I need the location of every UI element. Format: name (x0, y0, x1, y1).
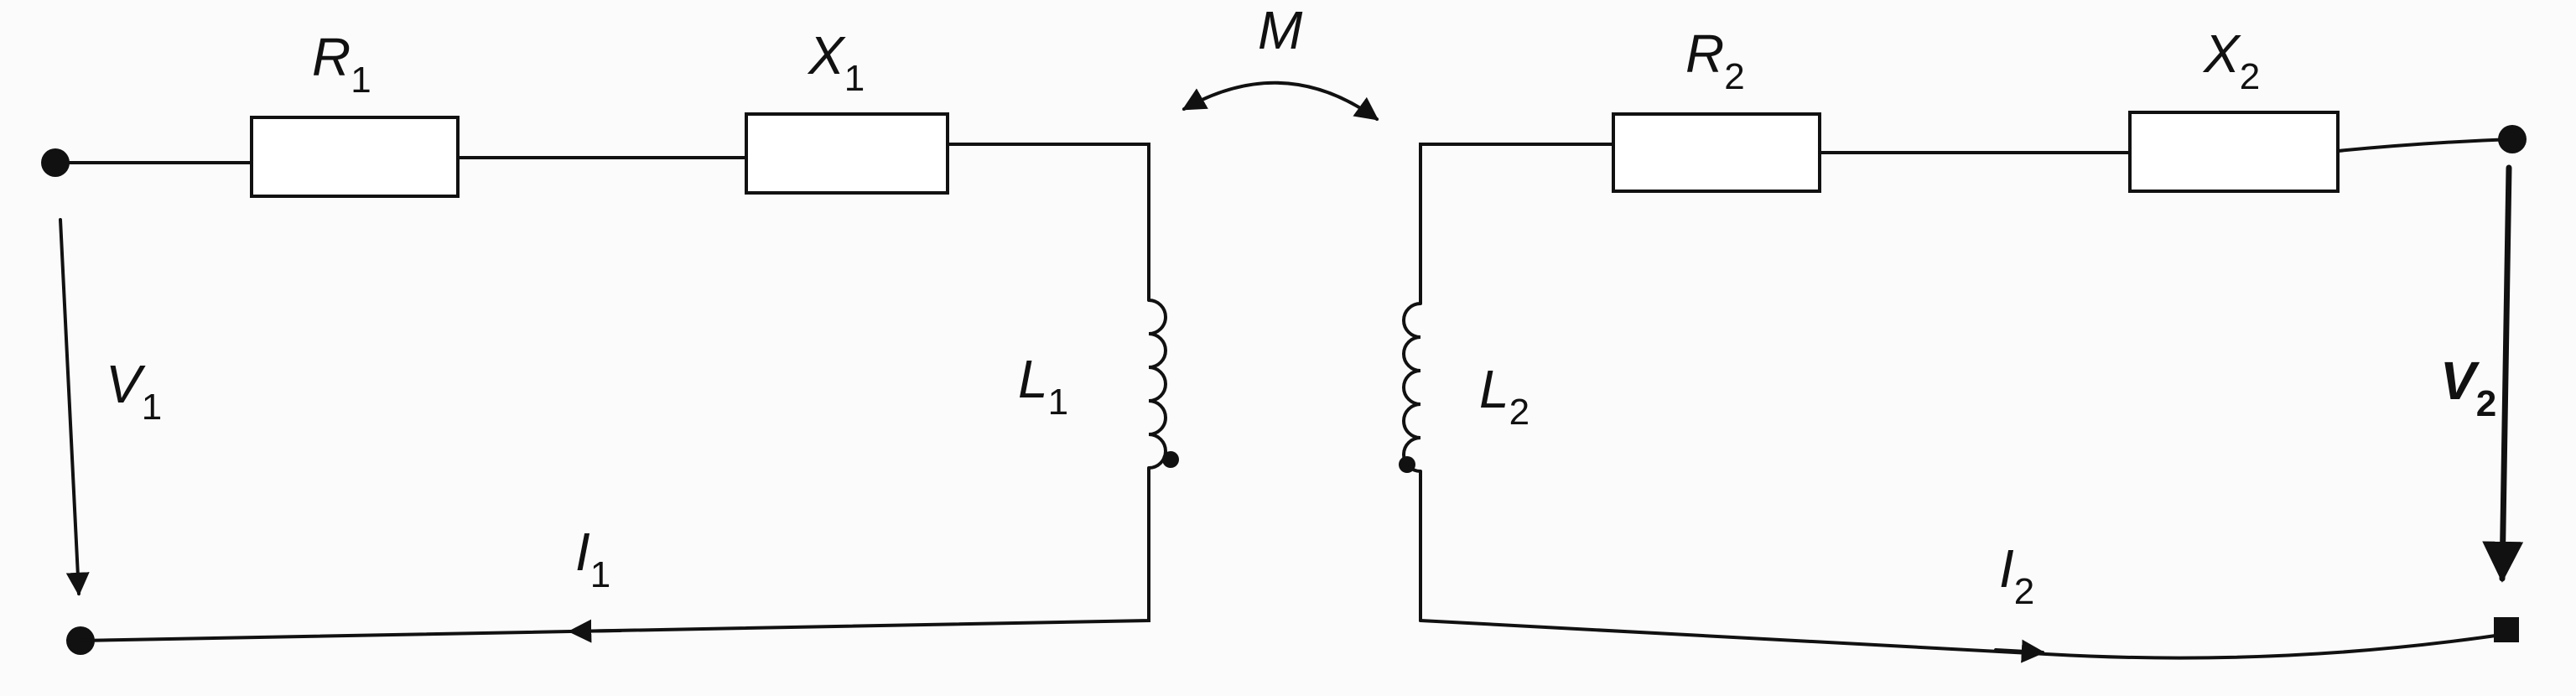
label-i2: I2 (1999, 538, 2034, 612)
label-r1: R1 (312, 27, 371, 101)
reactance-x2 (2128, 111, 2340, 193)
resistor-r1 (250, 116, 460, 198)
label-l1: L1 (1018, 349, 1068, 423)
secondary-top-terminal (2498, 125, 2527, 153)
resistor-r2 (1612, 112, 1821, 193)
label-r2: R2 (1685, 23, 1745, 97)
inductor-l1 (1148, 299, 1167, 470)
primary-circuit (41, 112, 1179, 655)
v1-arrow (59, 218, 90, 596)
l1-polarity-dot (1162, 451, 1179, 468)
label-i1: I1 (575, 522, 610, 595)
inductor-l2 (1402, 302, 1421, 473)
secondary-return-wire (1419, 619, 2509, 660)
label-l2: L2 (1479, 359, 1530, 433)
secondary-bottom-terminal (2494, 617, 2519, 642)
l2-polarity-dot (1399, 456, 1415, 473)
secondary-top-wire (2336, 138, 2514, 153)
secondary-left-wire (1419, 143, 1615, 305)
primary-return-wire (79, 466, 1150, 642)
primary-right-wire (946, 143, 1150, 302)
v2-arrow (2482, 164, 2524, 583)
i2-arrow (1994, 639, 2045, 663)
mutual-coupling-arrow (1182, 81, 1379, 121)
label-v2: V2 (2440, 351, 2496, 424)
reactance-x1 (745, 112, 949, 195)
label-x1: X1 (807, 25, 865, 99)
label-m: M (1258, 0, 1303, 60)
secondary-circuit (1399, 111, 2527, 663)
label-v1: V1 (106, 354, 162, 428)
label-x2: X2 (2202, 23, 2260, 97)
